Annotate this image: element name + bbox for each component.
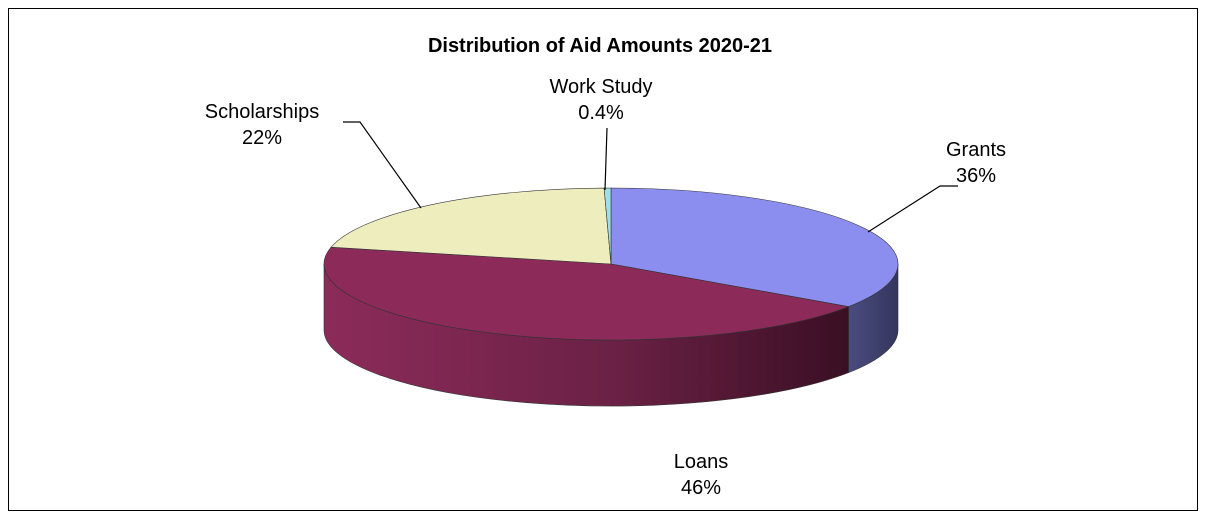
slice-pct-work-study: 0.4% bbox=[578, 102, 624, 124]
leader-line-grants bbox=[867, 185, 958, 233]
chart-title: Distribution of Aid Amounts 2020-21 bbox=[428, 35, 772, 57]
slice-pct-scholarships: 22% bbox=[242, 127, 282, 149]
slice-label-scholarships: Scholarships bbox=[205, 101, 320, 123]
slice-label-work-study: Work Study bbox=[550, 76, 653, 98]
pie-slice-work-study bbox=[603, 187, 612, 265]
pie-sides bbox=[323, 263, 899, 407]
leader-lines bbox=[343, 121, 958, 233]
slice-label-grants: Grants bbox=[946, 139, 1006, 161]
pie-slice-scholarships bbox=[330, 187, 612, 265]
slice-pct-grants: 36% bbox=[956, 165, 996, 187]
leader-line-scholarships bbox=[343, 121, 422, 209]
leader-line-work-study bbox=[604, 127, 608, 191]
pie-slice-grants bbox=[610, 187, 899, 307]
slice-pct-loans: 46% bbox=[681, 477, 721, 499]
slice-labels: Grants 36% Loans 46% Scholarships 22% Work Stu… bbox=[205, 76, 1006, 499]
pie-tops bbox=[323, 187, 899, 341]
slice-label-loans: Loans bbox=[674, 451, 729, 473]
pie-slice-loans bbox=[323, 246, 850, 341]
